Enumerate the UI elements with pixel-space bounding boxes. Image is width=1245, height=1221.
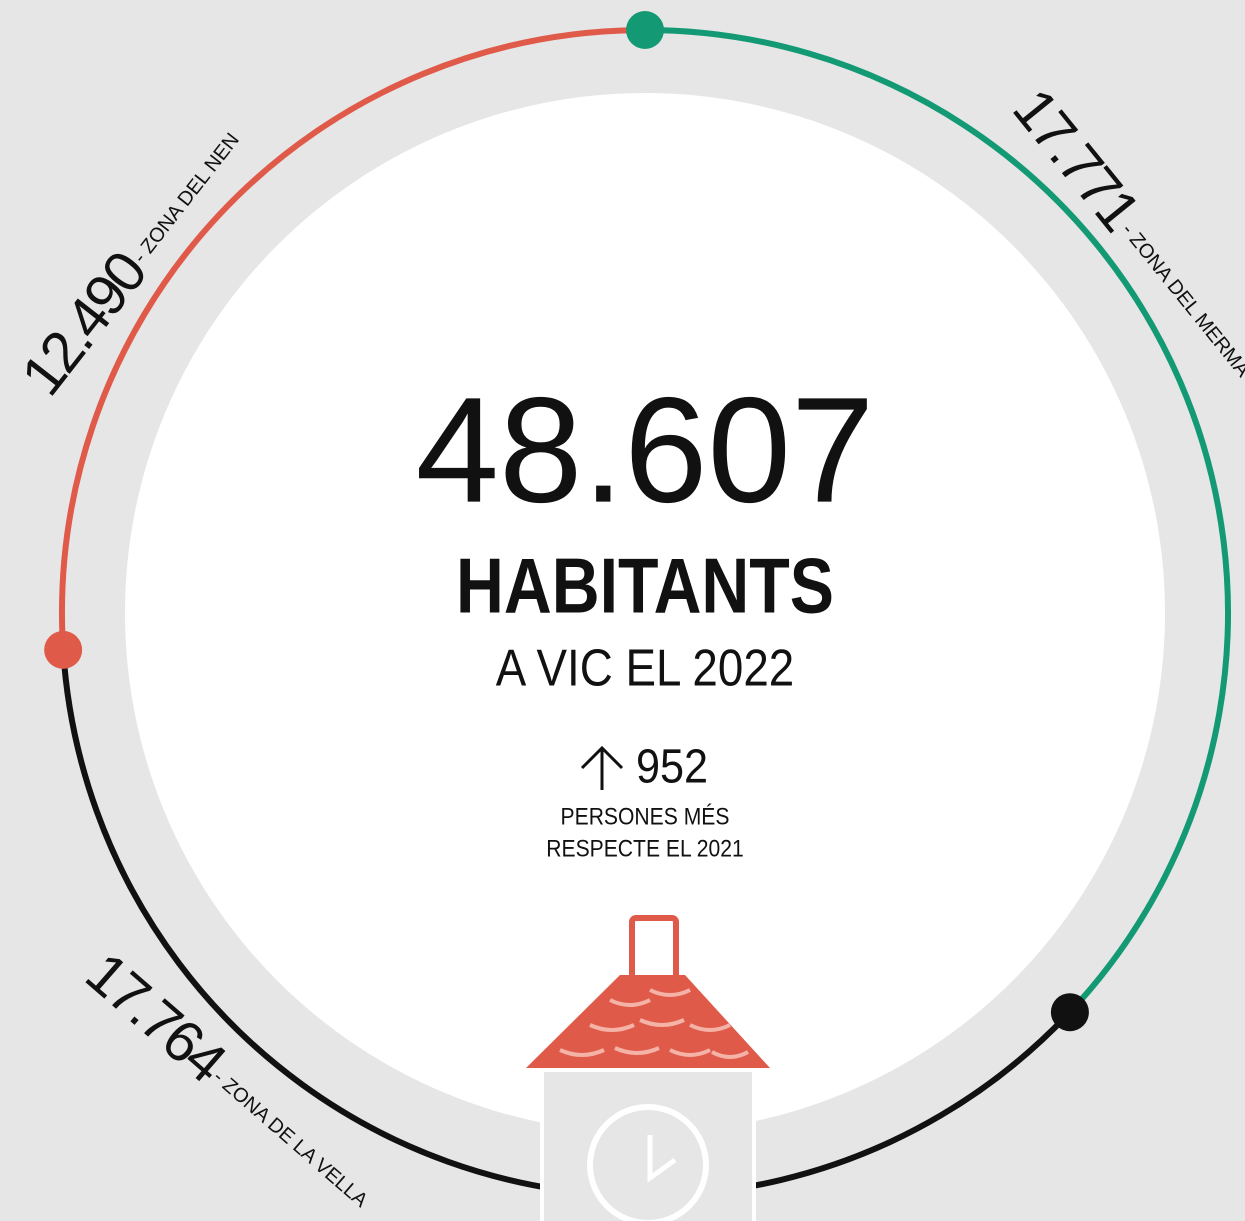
place-year: A VIC EL 2022	[496, 640, 794, 697]
increase-note-line1: PERSONES MÉS	[561, 803, 730, 830]
segment-start-dot	[626, 11, 664, 49]
segment-start-dot	[1051, 993, 1089, 1031]
segment-start-dot	[44, 631, 82, 669]
subtitle: HABITANTS	[456, 543, 834, 630]
increase-note-line2: RESPECTE EL 2021	[546, 835, 744, 862]
increase-number: 952	[636, 740, 708, 794]
infographic: 17.771- ZONA DEL MERMA17.764- ZONA DE LA…	[0, 0, 1245, 1221]
total-number: 48.607	[416, 366, 875, 534]
